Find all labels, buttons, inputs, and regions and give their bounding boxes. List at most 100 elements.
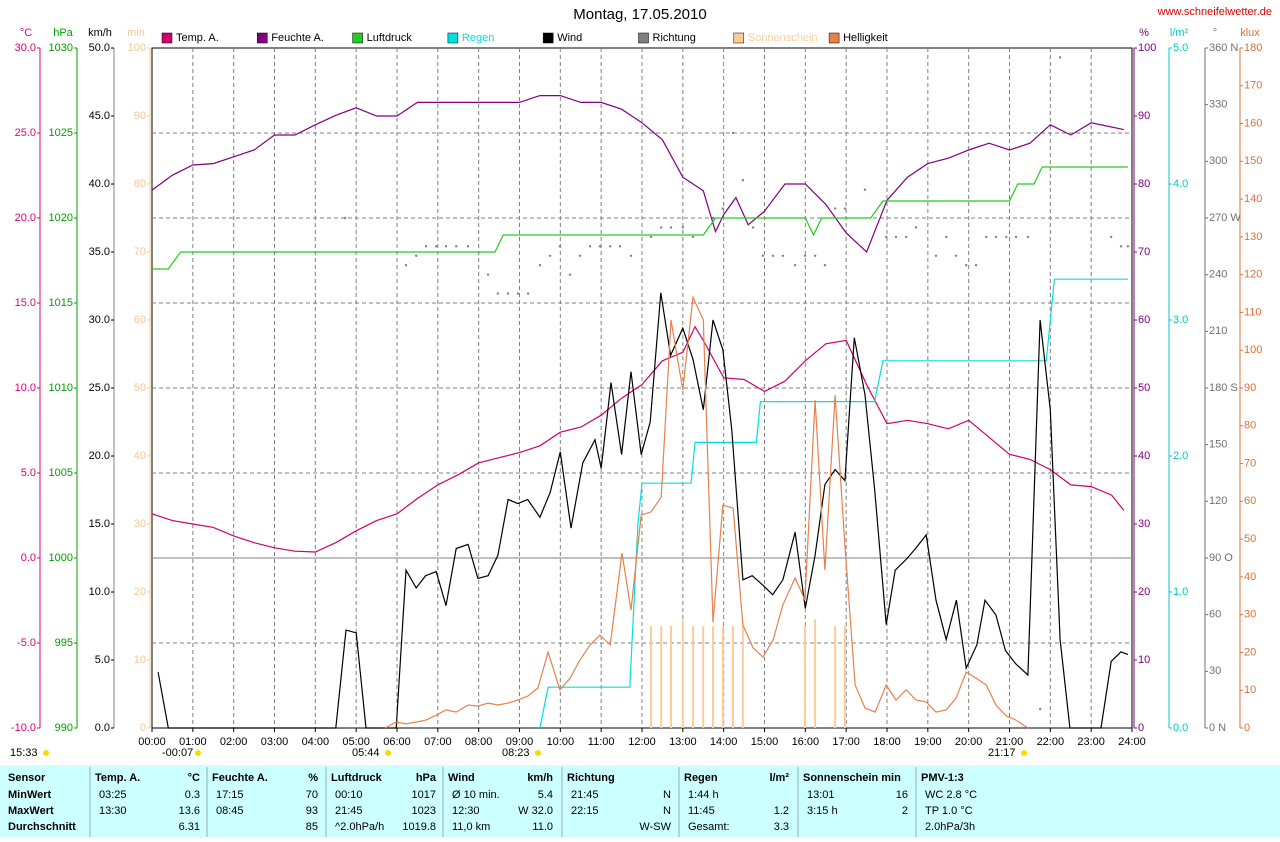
direction-dot (659, 226, 663, 229)
sun-time: -00:07 (162, 747, 193, 759)
x-tick-label: 00:00 (138, 736, 166, 748)
direction-dot (1126, 245, 1130, 248)
direction-dot (751, 226, 755, 229)
x-tick-label: 13:00 (669, 736, 697, 748)
series-line (157, 292, 1129, 729)
direction-dot (781, 254, 785, 257)
y-tick-label: 10 (1138, 654, 1150, 666)
y-tick-label: 210 (1209, 325, 1227, 337)
direction-dot (994, 235, 998, 239)
y-tick-label: 3.0 (1173, 314, 1188, 326)
direction-dot (1026, 235, 1030, 239)
y-tick-label: 1010 (49, 382, 73, 394)
y-tick-label: 180 S (1209, 382, 1238, 394)
direction-dot (455, 245, 458, 248)
bar (681, 619, 684, 728)
direction-dot (578, 254, 582, 257)
legend-label: Feuchte A. (271, 32, 324, 44)
direction-dot (945, 235, 948, 239)
y-tick-label: 0.0 (21, 552, 36, 564)
legend-label: Wind (557, 32, 582, 44)
y-tick-label: 35.0 (89, 246, 110, 258)
bar (721, 626, 724, 728)
y-tick-label: 0 (1138, 722, 1144, 734)
y-tick-label: 140 (1244, 193, 1262, 205)
x-tick-label: 22:00 (1037, 736, 1065, 748)
y-tick-label: 5.0 (1173, 42, 1188, 54)
stats-cell: 21:45 (571, 789, 599, 801)
y-tick-label: 90 (1138, 110, 1150, 122)
direction-dot (863, 188, 867, 191)
x-tick-label: 24:00 (1118, 736, 1146, 748)
x-tick-label: 23:00 (1077, 736, 1105, 748)
direction-dot (1014, 235, 1018, 239)
y-tick-label: 40 (134, 450, 146, 462)
legend-label: Helligkeit (843, 32, 888, 44)
x-tick-label: 18:00 (873, 736, 901, 748)
y-tick-label: 0 (1244, 722, 1250, 734)
axis-title: klux (1240, 27, 1260, 39)
y-tick-label: 60 (1138, 314, 1150, 326)
stats-cell: km/h (527, 772, 553, 784)
y-tick-label: -5.0 (17, 637, 36, 649)
direction-dot (568, 273, 572, 276)
direction-dot (843, 207, 847, 210)
x-tick-label: 20:00 (955, 736, 983, 748)
bar (814, 619, 817, 728)
direction-dot (833, 207, 837, 210)
y-tick-label: 80 (134, 178, 146, 190)
y-tick-label: 120 (1244, 269, 1262, 281)
legend-swatch (638, 32, 649, 44)
direction-dot (424, 245, 428, 248)
stats-cell: WC 2.8 °C (925, 789, 977, 801)
y-tick-label: 40.0 (89, 178, 110, 190)
direction-dot (691, 235, 695, 239)
direction-dot (823, 264, 827, 267)
y-tick-label: 160 (1244, 117, 1262, 129)
y-tick-label: 70 (1138, 246, 1150, 258)
y-tick-label: 5.0 (21, 467, 36, 479)
source: www.schneifelwetter.de (1157, 6, 1272, 18)
y-tick-label: 90 O (1209, 552, 1233, 564)
bar (834, 626, 837, 728)
stats-cell: 03:25 (99, 789, 127, 801)
direction-dot (548, 254, 552, 257)
direction-dot (1038, 707, 1042, 711)
stats-cell: Durchschnitt (8, 821, 76, 833)
y-tick-label: 30 (1209, 665, 1221, 677)
stats-cell: Wind (448, 772, 475, 784)
y-tick-label: 50 (134, 382, 146, 394)
direction-dot (649, 235, 653, 239)
stats-cell: 1017 (412, 789, 436, 801)
stats-cell: Gesamt: (688, 821, 730, 833)
y-tick-label: 240 (1209, 269, 1227, 281)
direction-dot (486, 273, 490, 276)
y-tick-label: 60 (1244, 495, 1256, 507)
stats-cell: 13:30 (99, 805, 127, 817)
stats-cell: 00:10 (335, 789, 363, 801)
direction-dot (444, 245, 448, 248)
stats-cell: l/m² (769, 772, 789, 784)
stats-cell: 70 (306, 789, 318, 801)
y-tick-label: 15.0 (89, 518, 110, 530)
direction-dot (506, 292, 510, 295)
sun-time: 08:23 (502, 747, 530, 759)
axis-title: hPa (53, 27, 73, 39)
y-tick-label: 995 (55, 637, 73, 649)
direction-dot (608, 245, 612, 248)
stats-cell: 2 (902, 805, 908, 817)
direction-dot (803, 254, 807, 257)
direction-dot (914, 226, 918, 229)
legend-swatch (257, 32, 268, 44)
x-tick-label: 11:00 (588, 736, 615, 748)
direction-dot (813, 254, 817, 257)
y-tick-label: 45.0 (89, 110, 110, 122)
stats-panel (0, 765, 1280, 837)
x-tick-label: 16:00 (792, 736, 820, 748)
y-tick-label: 30 (1138, 518, 1150, 530)
x-tick-label: 05:00 (342, 736, 370, 748)
y-tick-label: 20.0 (89, 450, 110, 462)
stats-cell: 5.4 (538, 789, 553, 801)
x-tick-label: 02:00 (220, 736, 248, 748)
direction-dot (894, 235, 898, 239)
